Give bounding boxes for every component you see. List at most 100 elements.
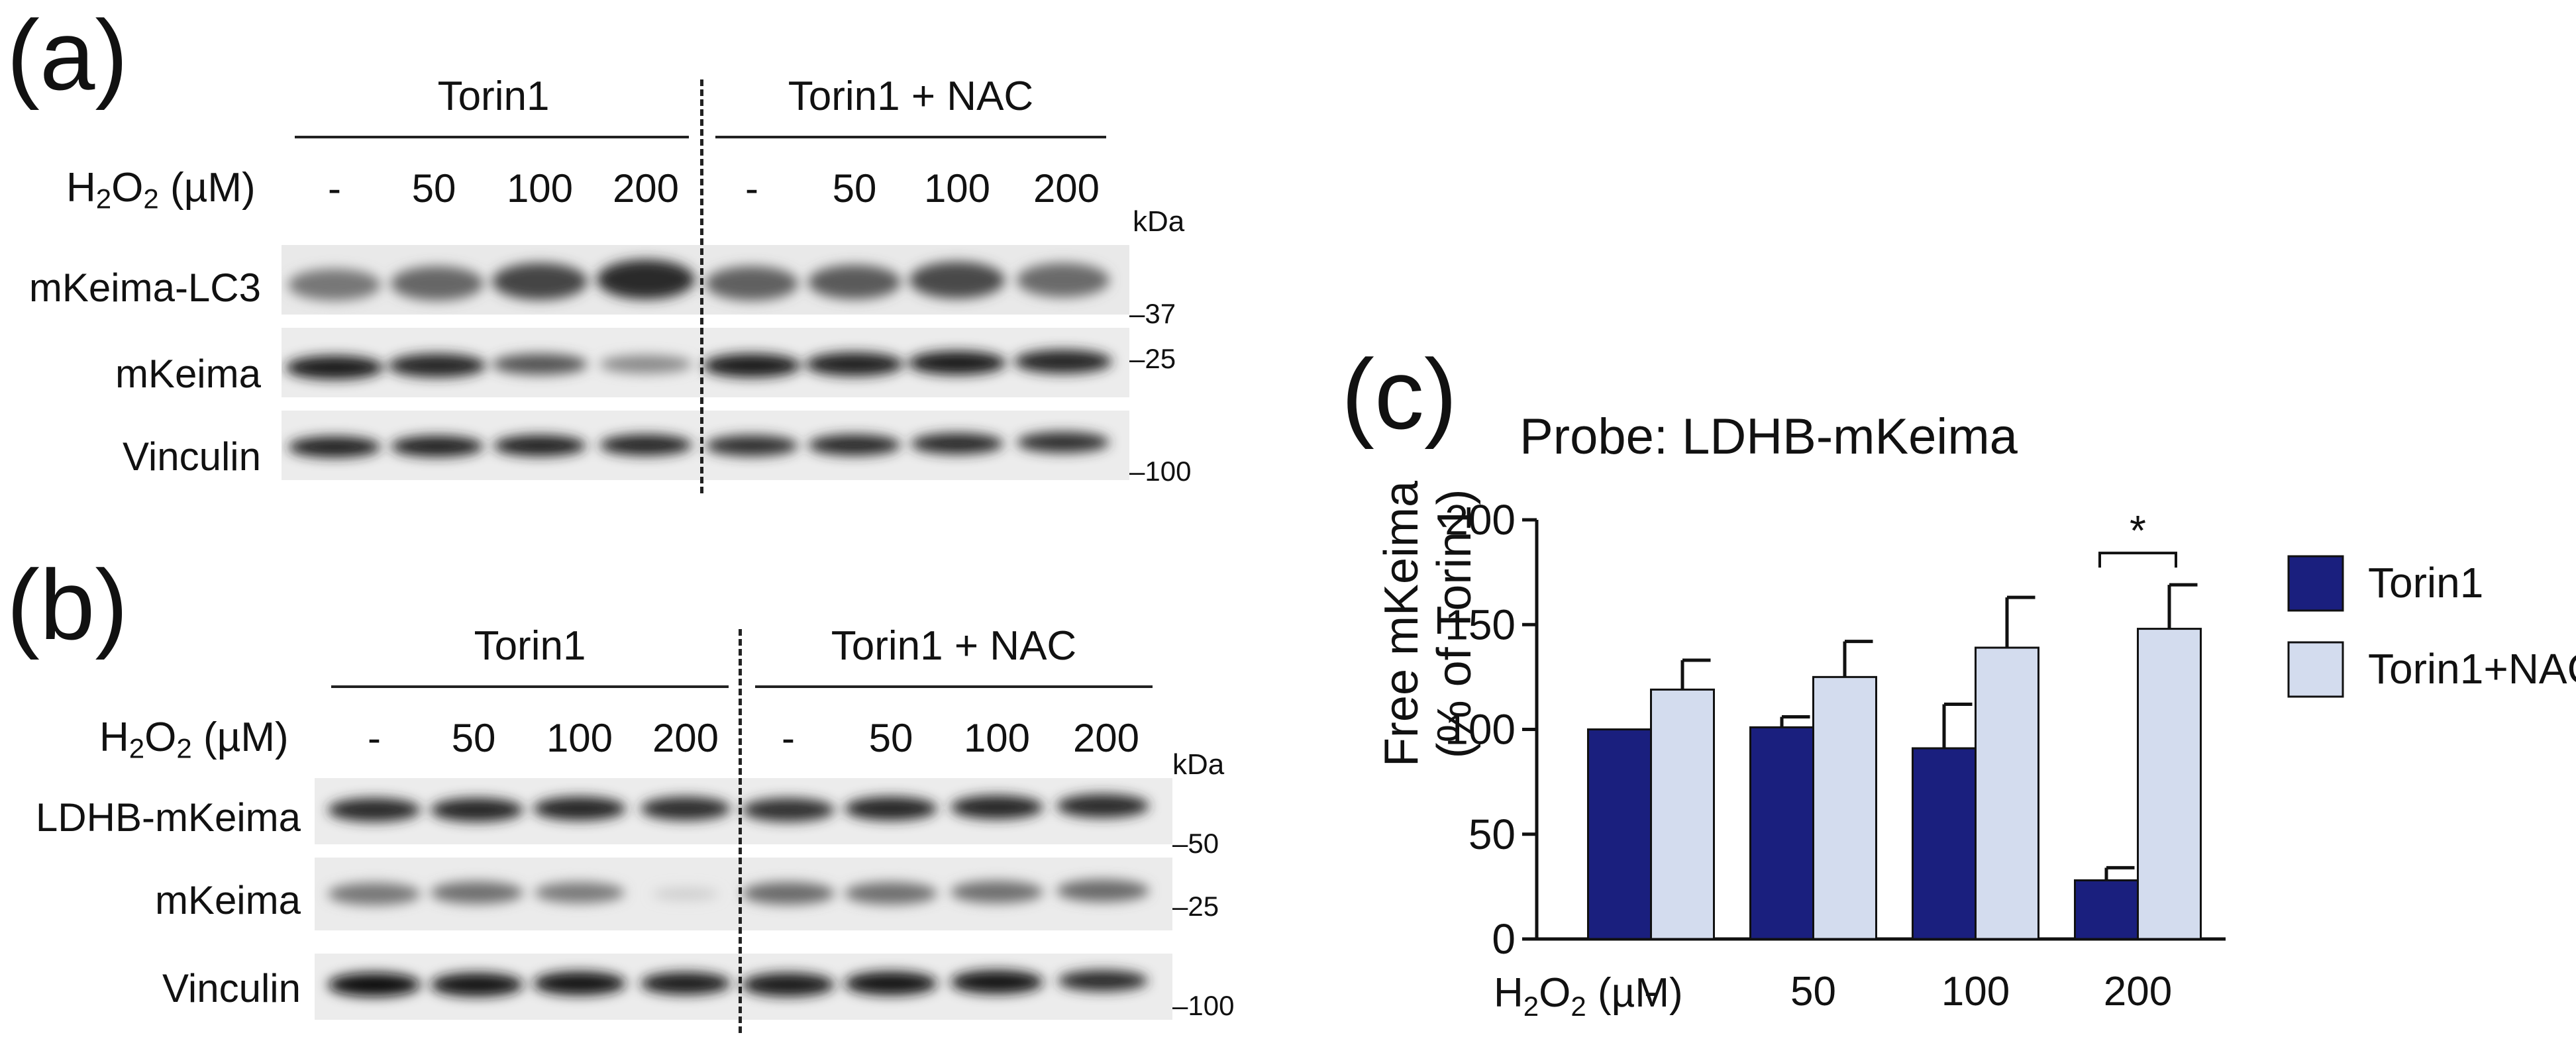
blot-a-vin-band-6: [808, 434, 901, 456]
panel-b-marker-50: –50: [1172, 828, 1219, 859]
blot-a-vin-band-4: [599, 434, 692, 456]
panel-b-group-torin1-nac: Torin1 + NAC: [831, 623, 1077, 669]
x-axis-label: H2O2 (µM): [1494, 970, 1683, 1022]
blot-a-lc3-band-5: [705, 266, 798, 301]
panel-c-chart: Probe: LDHB-mKeima Free mKeima (% of Tor…: [1375, 409, 2576, 1022]
panel-a-lane-5: -: [745, 166, 758, 211]
panel-a-kda-label: kDa: [1133, 205, 1185, 238]
panel-b-label: (b): [7, 549, 129, 660]
panel-b-blot: [315, 778, 1172, 1020]
panel-b-group-line-1: [331, 685, 729, 688]
panel-a-group-torin1: Torin1: [437, 74, 550, 119]
panel-a-marker-37: –37: [1129, 298, 1176, 329]
panel-a-divider: [700, 79, 703, 493]
legend-label: Torin1: [2368, 559, 2483, 607]
panel-a-lane-3: 100: [506, 166, 574, 211]
blot-b-mk-band-7: [951, 881, 1043, 903]
blot-a-vin-band-3: [493, 435, 586, 456]
blot-a-mk-band-4: [599, 355, 692, 373]
blot-a-vin-band-2: [391, 436, 484, 457]
blot-b-vin-band-4: [641, 972, 731, 995]
panel-b-lane-2: 50: [451, 716, 496, 760]
blot-a-lc3-band-6: [808, 265, 901, 299]
panel-a-h2o-label: H2O2 (µM): [66, 165, 256, 215]
blot-a-mk-band-6: [805, 352, 903, 376]
bar-torin1-nac: [1650, 688, 1715, 940]
y-tick-label: 50: [1468, 811, 1516, 858]
blot-a-mk-band-7: [908, 351, 1006, 375]
bar-torin1: [1749, 726, 1814, 940]
y-tick-label: 100: [1445, 706, 1516, 754]
blot-a-mk-band-5: [703, 354, 801, 377]
y-tick-label: 0: [1492, 915, 1516, 963]
y-tick-label: 150: [1445, 601, 1516, 648]
panel-b-row-label-mkeima: mKeima: [154, 878, 301, 922]
blot-b-vin-band-5: [742, 973, 835, 997]
blot-b-ldhb-band-7: [951, 795, 1043, 819]
blot-a-lc3-band-1: [288, 269, 381, 301]
x-tick-label: 50: [1790, 969, 1836, 1014]
bar-torin1: [1587, 728, 1652, 940]
blot-a-lc3-band-2: [391, 266, 484, 301]
panel-a-marker-100: –100: [1129, 456, 1192, 487]
panel-a-lane-1: -: [328, 166, 341, 211]
panel-b-lane-4: 200: [652, 716, 719, 760]
panel-a-lane-6: 50: [832, 166, 877, 211]
significance-bracket: [2098, 552, 2177, 568]
y-axis-label-line-1: Free mKeima: [1375, 480, 1428, 767]
blot-b-ldhb-band-1: [328, 798, 421, 822]
panel-b-lane-7: 100: [963, 716, 1031, 760]
blot-b-vin-band-8: [1058, 970, 1148, 991]
panel-a-row-label-mkeima: mKeima: [115, 352, 261, 396]
blot-b-mk-band-6: [845, 882, 937, 905]
blot-a-vin-band-7: [911, 433, 1004, 454]
panel-a-blot: [282, 245, 1129, 480]
blot-a-lc3-band-7: [909, 262, 1005, 299]
blot-b-mk-band-1: [328, 883, 421, 905]
blot-b-mk-band-5: [742, 882, 835, 905]
panel-b-lane-3: 100: [546, 716, 613, 760]
legend-label: Torin1+NAC: [2368, 645, 2576, 693]
panel-b-divider: [739, 629, 742, 1033]
panel-b-lane-6: 50: [868, 716, 913, 760]
panel-b-h2o-label: H2O2 (µM): [99, 715, 289, 764]
blot-a-vin-band-5: [705, 435, 798, 456]
panel-a-group-line-1: [295, 136, 689, 138]
panel-a-group-line-2: [715, 136, 1106, 138]
panel-b-row-label-vinculin: Vinculin: [162, 966, 301, 1011]
panel-a-marker-25: –25: [1129, 343, 1176, 374]
bar-torin1: [2074, 879, 2139, 940]
blot-a-lc3-band-3: [492, 263, 588, 300]
bar-torin1: [1912, 747, 1977, 940]
significance-star: *: [2130, 507, 2146, 554]
panel-a-group-torin1-nac: Torin1 + NAC: [788, 74, 1034, 119]
blot-b-mk-band-2: [431, 881, 523, 904]
bar-torin1-nac: [1975, 646, 2039, 940]
blot-b-ldhb-band-6: [845, 797, 937, 820]
chart-title: Probe: LDHB-mKeima: [1520, 409, 2018, 465]
legend-swatch: [2287, 555, 2344, 612]
panel-b-group-line-2: [755, 685, 1153, 688]
blot-b-vin-band-1: [328, 973, 421, 997]
blot-a-mk-band-2: [388, 354, 486, 377]
panel-a-lane-4: 200: [612, 166, 680, 211]
panel-a-row-label-vinculin: Vinculin: [122, 434, 261, 479]
y-tick-label: 200: [1445, 496, 1516, 544]
blot-b-vin-band-3: [533, 971, 626, 995]
blot-a-lc3-band-4: [597, 260, 695, 299]
panel-b-group-torin1: Torin1: [474, 623, 586, 669]
blot-b-vin-band-6: [845, 971, 937, 995]
legend-swatch: [2287, 641, 2344, 698]
x-tick-label: -: [1644, 969, 1658, 1014]
blot-a-vin-band-1: [288, 436, 381, 458]
blot-a-lc3-band-8: [1017, 263, 1109, 297]
bar-torin1-nac: [2137, 628, 2202, 940]
panel-b-lane-8: 200: [1072, 716, 1140, 760]
panel-b-lane-5: -: [782, 716, 795, 760]
blot-b-ldhb-band-3: [533, 797, 626, 820]
blot-a-mk-band-1: [285, 356, 384, 379]
blot-a-mk-band-8: [1014, 350, 1112, 373]
blot-a-mk-band-3: [492, 354, 588, 375]
panel-a-label: (a): [7, 0, 129, 111]
blot-b-ldhb-band-4: [641, 797, 731, 820]
